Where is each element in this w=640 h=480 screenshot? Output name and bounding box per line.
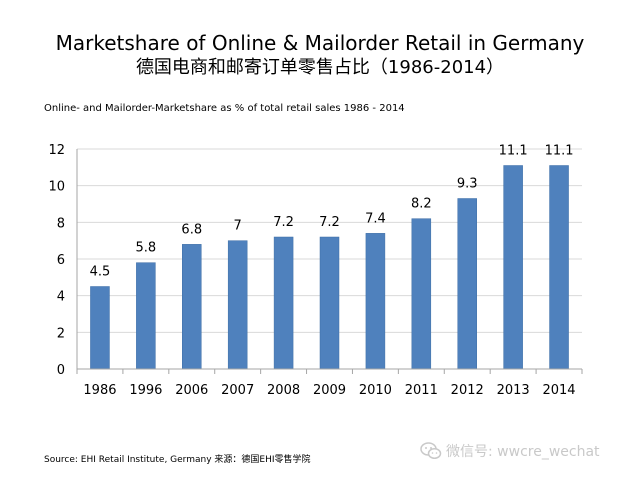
bar-2009 [319,236,340,370]
data-label: 4.5 [90,265,111,280]
bar-2007 [227,240,248,370]
data-label: 11.1 [545,144,574,159]
bar-2006 [182,244,202,370]
data-label: 7.2 [273,215,294,230]
x-tick-label: 2013 [497,383,530,398]
source-note: Source: EHI Retail Institute, Germany 来源… [44,455,311,465]
data-label: 7.2 [319,215,340,230]
labels: 1986 4.5 1996 5.8 2006 6.8 2007 7 2008 7.2 2009 7.2… [83,144,575,399]
x-tick-label: 2011 [405,383,438,398]
y-tick-label: 6 [57,253,65,268]
y-tick-label: 10 [48,180,65,195]
chart-title: Marketshare of Online & Mailorder Retail… [55,31,585,55]
watermark: 微信号: wwcre_wechat [420,440,600,462]
chart-subtitle: 德国电商和邮寄订单零售占比（1986-2014） [135,57,505,78]
data-label: 6.8 [181,222,202,237]
bar-2011 [411,218,432,370]
data-label: 8.2 [411,197,432,212]
wechat-icon [420,442,442,460]
x-tick-label: 1996 [129,383,162,398]
data-label: 11.1 [499,144,528,159]
x-tick-label: 2014 [542,383,575,398]
x-tick-label: 1986 [83,383,116,398]
y-tick-label: 2 [57,326,65,341]
y-tick-label: 0 [57,363,65,378]
watermark-text: 微信号: wwcre_wechat [446,444,600,460]
bar-2008 [273,236,294,370]
bar-1986 [90,286,110,370]
x-tick-label: 2008 [267,383,300,398]
y-tick-label: 8 [57,216,65,231]
data-label: 7.4 [365,211,386,226]
y-tick-label: 12 [48,143,65,158]
x-tick-label: 2007 [221,383,254,398]
x-tick-label: 2006 [175,383,208,398]
bar-2013 [503,165,523,370]
bars [90,165,569,370]
bar-2010 [365,233,386,370]
axes: 0 2 4 6 8 10 12 [48,143,583,378]
bar-2014 [549,165,569,370]
x-tick-label: 2009 [313,383,346,398]
x-tick-label: 2010 [359,383,392,398]
x-tick-label: 2012 [451,383,484,398]
chart-caption: Online- and Mailorder-Marketshare as % o… [44,103,405,114]
bar-1996 [136,262,156,370]
data-label: 9.3 [457,177,478,192]
data-label: 5.8 [136,241,157,256]
y-tick-label: 4 [57,290,65,305]
bar-2012 [457,198,477,370]
data-label: 7 [234,219,242,234]
